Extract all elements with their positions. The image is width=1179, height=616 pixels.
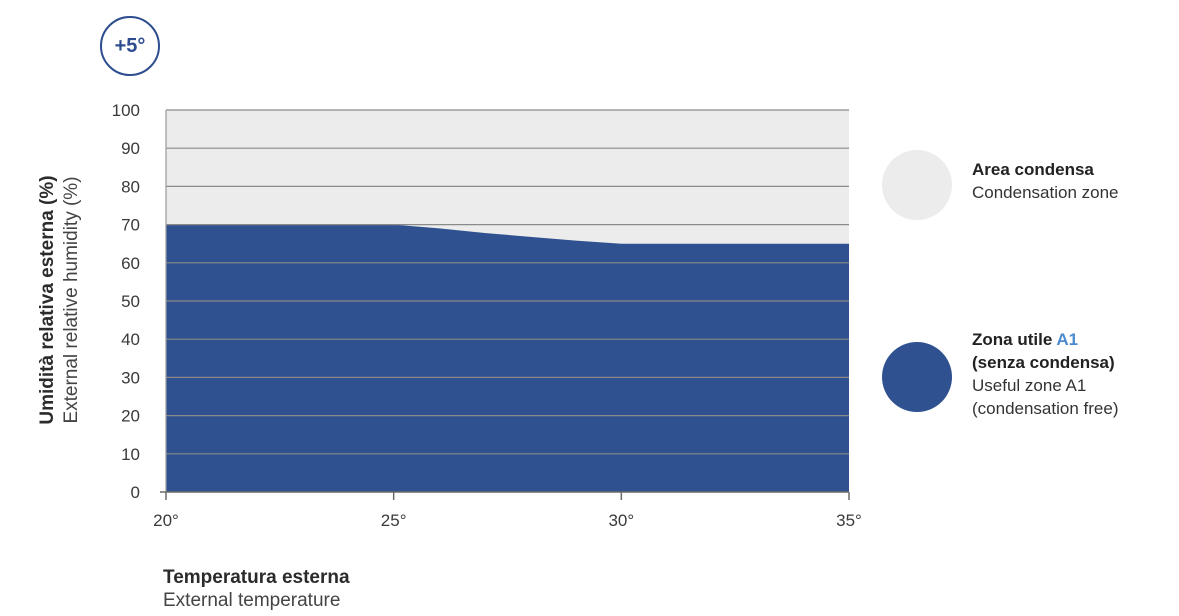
legend-text-useful: Zona utile A1 (senza condensa) Useful zo…: [972, 328, 1179, 420]
y-tick-label: 40: [121, 330, 140, 349]
useful-zone-area: [166, 224, 849, 492]
legend-title-useful: Zona utile A1: [972, 328, 1179, 351]
legend-title-useful-accent: A1: [1056, 330, 1079, 349]
y-axis-title: Umidità relativa esterna (%) External re…: [36, 175, 84, 424]
x-axis-title: Temperatura esterna External temperature: [163, 566, 350, 612]
x-axis-title-it: Temperatura esterna: [163, 567, 350, 588]
legend-title-condensation: Area condensa: [972, 160, 1094, 179]
legend-swatch-condensation: [882, 150, 952, 220]
x-axis-title-en: External temperature: [163, 590, 341, 611]
x-tick-label: 20°: [153, 511, 179, 530]
y-tick-label: 50: [121, 292, 140, 311]
legend-subtitle-useful-line1: Useful zone A1: [972, 376, 1087, 395]
legend-swatch-useful: [882, 342, 952, 412]
y-axis-title-it: Umidità relativa esterna (%): [37, 175, 58, 425]
x-tick-label: 25°: [381, 511, 407, 530]
temperature-delta-badge: +5°: [100, 16, 160, 76]
legend-subtitle-useful-line2: (condensation free): [972, 399, 1119, 418]
legend-subtitle-condensation: Condensation zone: [972, 183, 1119, 202]
y-tick-label: 30: [121, 368, 140, 387]
y-tick-label: 60: [121, 254, 140, 273]
x-tick-label: 35°: [836, 511, 862, 530]
y-tick-label: 100: [112, 101, 140, 120]
y-tick-label: 20: [121, 407, 140, 426]
legend-text-condensation: Area condensa Condensation zone: [972, 158, 1179, 204]
y-tick-label: 10: [121, 445, 140, 464]
y-tick-label: 0: [131, 483, 140, 502]
y-tick-label: 70: [121, 216, 140, 235]
y-tick-label: 80: [121, 177, 140, 196]
x-tick-label: 30°: [608, 511, 634, 530]
legend-title-useful-prefix: Zona utile: [972, 330, 1057, 349]
y-axis-title-en: External relative humidity (%): [61, 176, 82, 424]
y-tick-label: 90: [121, 139, 140, 158]
legend-title-useful-line2: (senza condensa): [972, 353, 1115, 372]
